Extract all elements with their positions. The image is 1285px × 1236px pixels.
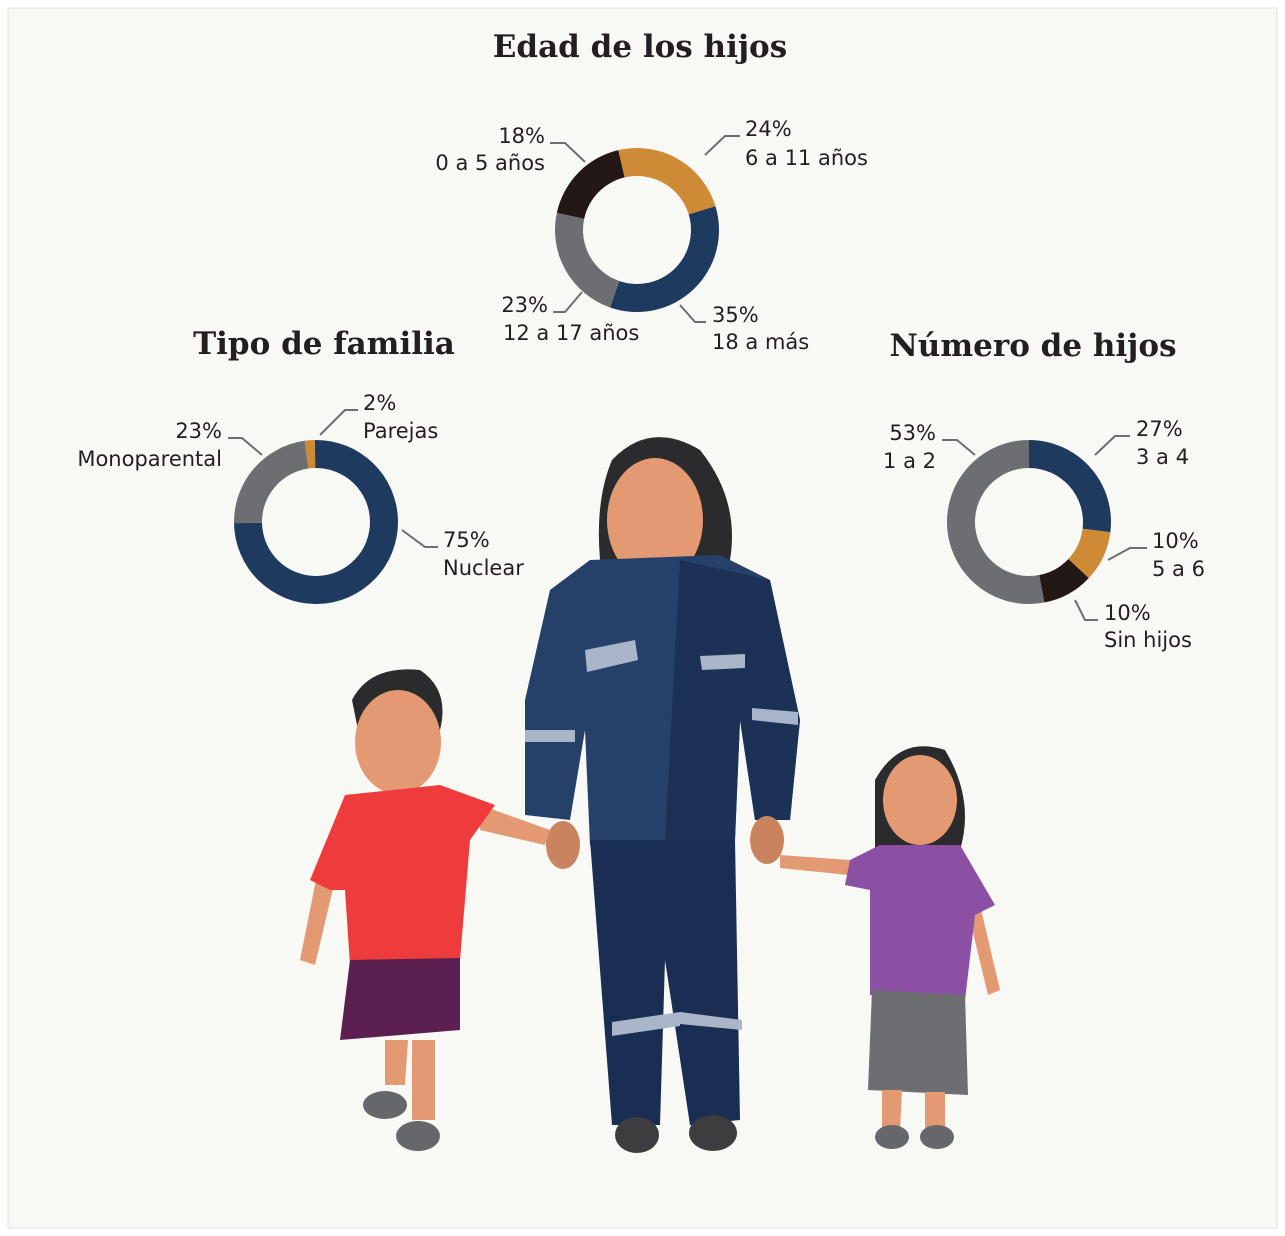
value-label: 23% bbox=[501, 293, 548, 317]
value-label: 23% bbox=[175, 419, 222, 443]
value-label: 2% bbox=[363, 391, 396, 415]
value-label: 10% bbox=[1104, 601, 1151, 625]
category-label: 18 a más bbox=[712, 330, 809, 354]
value-label: 24% bbox=[745, 117, 792, 141]
category-label: Parejas bbox=[363, 419, 438, 443]
category-label: 1 a 2 bbox=[883, 449, 936, 473]
category-label: 12 a 17 años bbox=[503, 321, 639, 345]
value-label: 27% bbox=[1136, 417, 1183, 441]
value-label: 75% bbox=[443, 528, 490, 552]
category-label: 0 a 5 años bbox=[435, 151, 545, 175]
value-label: 35% bbox=[712, 303, 759, 327]
category-label: Nuclear bbox=[443, 556, 524, 580]
category-label: 3 a 4 bbox=[1136, 445, 1189, 469]
category-label: 6 a 11 años bbox=[745, 146, 868, 170]
category-label: Monoparental bbox=[77, 447, 222, 471]
category-label: Sin hijos bbox=[1104, 628, 1192, 652]
value-label: 10% bbox=[1152, 529, 1199, 553]
value-label: 18% bbox=[498, 124, 545, 148]
chart-title: Edad de los hijos bbox=[493, 29, 787, 65]
chart-title: Número de hijos bbox=[889, 328, 1176, 364]
category-label: 5 a 6 bbox=[1152, 557, 1205, 581]
infographic: Edad de los hijos 18% 0 a 5 años 24% 6 a 11 … bbox=[0, 0, 1285, 1236]
chart-title: Tipo de familia bbox=[193, 326, 455, 362]
value-label: 53% bbox=[889, 421, 936, 445]
